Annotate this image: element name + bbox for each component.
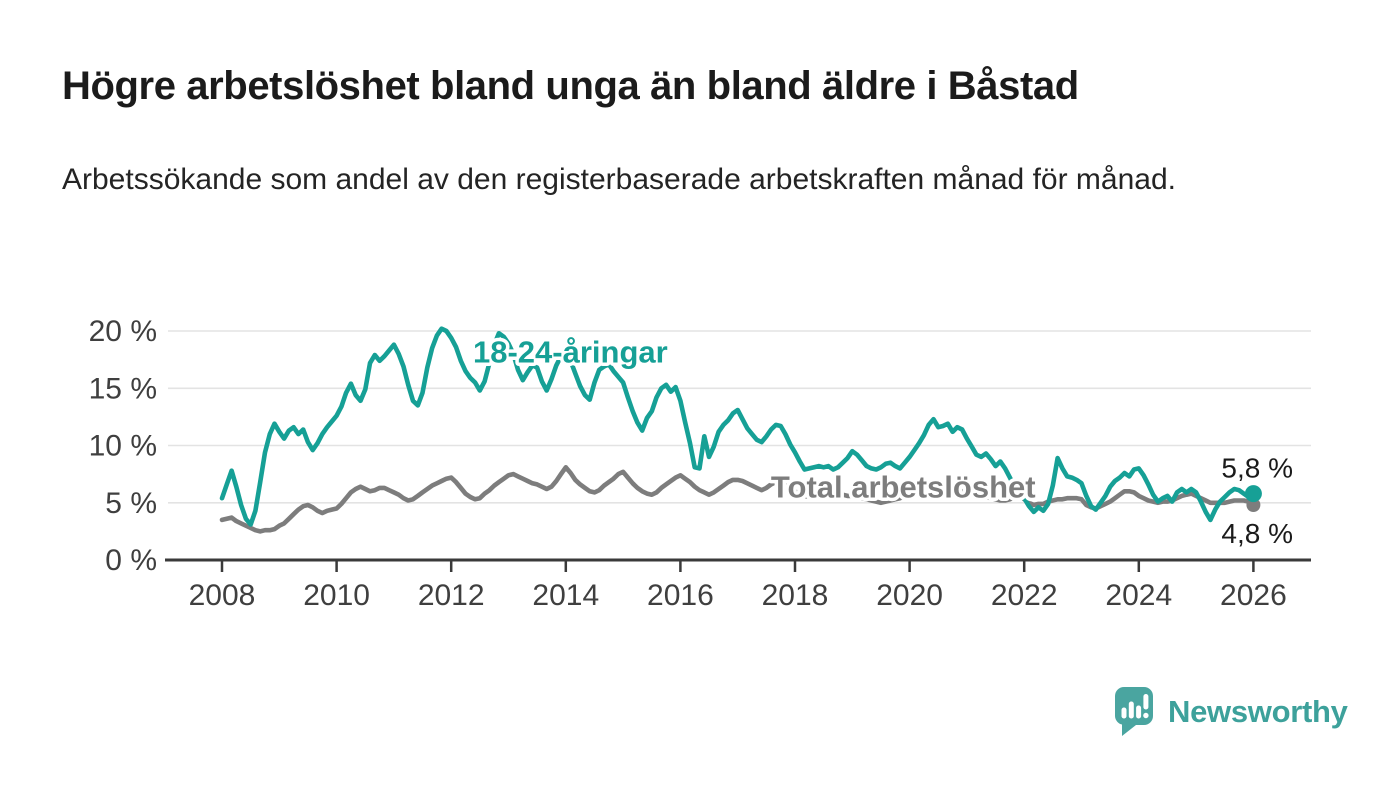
newsworthy-logo-icon [1115, 687, 1153, 736]
y-axis-label: 0 % [105, 544, 157, 577]
x-axis-label: 2012 [418, 579, 485, 612]
chart-title: Högre arbetslöshet bland unga än bland ä… [62, 64, 1079, 108]
chart-subtitle: Arbetssökande som andel av den registerb… [62, 163, 1176, 196]
x-axis-label: 2018 [762, 579, 829, 612]
series-end-dot-youth [1244, 485, 1262, 503]
series-end-value-total: 4,8 % [1221, 518, 1293, 549]
x-axis-label: 2010 [303, 579, 370, 612]
brand-name: Newsworthy [1168, 694, 1348, 729]
series-end-dot-total [1246, 498, 1261, 512]
series-end-value-youth: 5,8 % [1221, 453, 1293, 484]
chart-canvas: 0 % 5 % 10 % 15 % 20 % 2008 2010 2012 2014 2016 20… [89, 315, 1311, 612]
series-line-youth [219, 326, 1256, 527]
brand-footer: Newsworthy [1114, 686, 1348, 738]
y-axis-label: 20 % [89, 315, 157, 348]
series-label: 18-24-åringar [473, 335, 668, 370]
y-axis-label: 5 % [105, 487, 157, 520]
x-axis-label: 2014 [532, 579, 599, 612]
x-axis-label: 2022 [991, 579, 1058, 612]
series-label: Total arbetslöshet [771, 470, 1036, 505]
line-chart: 0 % 5 % 10 % 15 % 20 % 2008 2010 2012 2014 2016 20… [0, 280, 1400, 652]
x-axis-label: 2008 [189, 579, 256, 612]
y-axis-label: 15 % [89, 372, 157, 405]
x-axis-label: 2024 [1105, 579, 1172, 612]
y-axis-label: 10 % [89, 430, 157, 463]
x-axis-label: 2026 [1220, 579, 1287, 612]
x-axis-label: 2016 [647, 579, 714, 612]
x-axis-label: 2020 [876, 579, 943, 612]
series-line-total [219, 465, 1256, 534]
